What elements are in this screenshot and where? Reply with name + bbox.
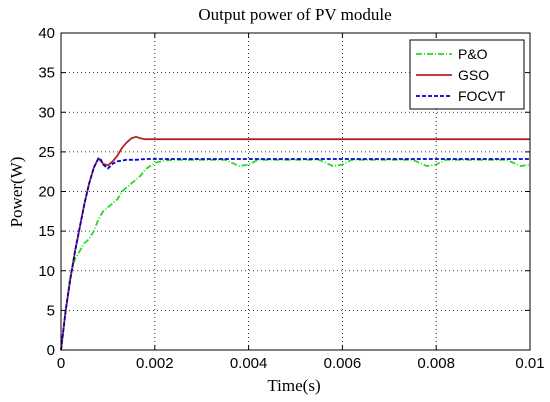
series-layer (60, 135, 531, 351)
legend-label-focvt: FOCVT (458, 88, 506, 104)
y-axis-label: Power(W) (7, 157, 26, 228)
x-tick-label: 0.008 (417, 355, 455, 372)
x-tick-label: 0.01 (515, 355, 544, 372)
y-tick-label: 20 (38, 184, 55, 201)
legend-label-p-o: P&O (458, 46, 488, 62)
x-tick-label: 0.004 (230, 355, 268, 372)
y-tick-label: 40 (38, 25, 55, 42)
series-line-focvt (60, 157, 530, 351)
y-tick-label: 5 (47, 302, 55, 319)
y-tick-label: 30 (38, 104, 55, 121)
x-tick-label: 0 (57, 355, 65, 372)
y-tick-label: 25 (38, 144, 55, 161)
y-tick-label: 10 (38, 263, 55, 280)
legend: P&O GSO FOCVT (409, 39, 525, 110)
axis-ticks: 0 0.002 0.004 0.006 0.008 0.01 0 5 10 15 20 25 30 35 4… (38, 25, 544, 372)
y-tick-label: 15 (38, 223, 55, 240)
x-tick-label: 0.002 (136, 355, 174, 372)
x-axis-label: Time(s) (267, 376, 320, 395)
y-tick-label: 35 (38, 65, 55, 82)
chart-title: Output power of PV module (198, 5, 391, 24)
x-tick-label: 0.006 (324, 355, 362, 372)
y-tick-label: 0 (47, 342, 55, 359)
legend-label-gso: GSO (458, 67, 489, 83)
